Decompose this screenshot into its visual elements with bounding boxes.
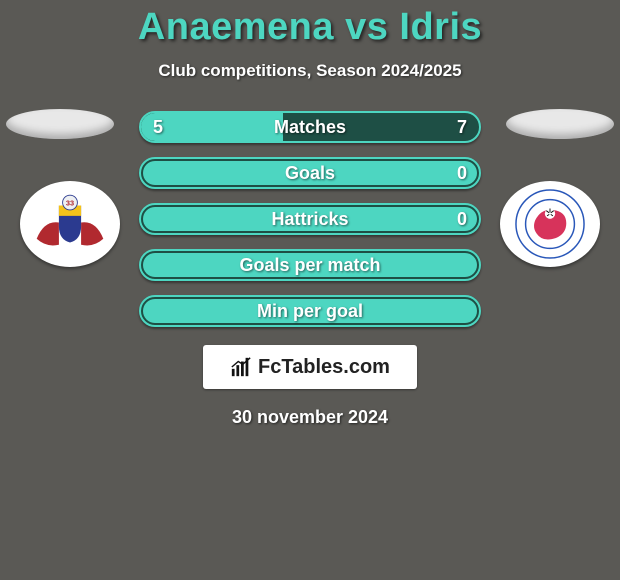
date-text: 30 november 2024: [0, 407, 620, 428]
bar-fill-center: [143, 299, 477, 323]
bar-fill-left: [141, 113, 283, 141]
branding-text: FcTables.com: [258, 356, 390, 379]
page-title: Anaemena vs Idris: [0, 0, 620, 49]
subtitle: Club competitions, Season 2024/2025: [0, 61, 620, 81]
comparison-arena: 33 Matches57 Goals0 Hattricks0 Goals per ma…: [0, 111, 620, 327]
remo-stars-icon: 33: [33, 187, 107, 261]
niger-tornadoes-icon: [513, 187, 587, 261]
stat-bar: Goals0: [139, 157, 481, 189]
bar-value-right: 7: [457, 113, 467, 141]
stat-bar: Min per goal: [139, 295, 481, 327]
branding-badge: FcTables.com: [203, 345, 417, 389]
stat-bar: Matches57: [139, 111, 481, 143]
chart-icon: [230, 356, 252, 378]
flag-right: [506, 109, 614, 139]
bars-container: Matches57 Goals0 Hattricks0 Goals per match…: [139, 111, 481, 327]
bar-fill-center: [143, 253, 477, 277]
stat-bar: Hattricks0: [139, 203, 481, 235]
flag-left: [6, 109, 114, 139]
crest-left: 33: [20, 181, 120, 267]
bar-fill-center: [143, 161, 477, 185]
bar-fill-center: [143, 207, 477, 231]
stat-bar: Goals per match: [139, 249, 481, 281]
svg-text:33: 33: [66, 199, 74, 208]
crest-right: [500, 181, 600, 267]
